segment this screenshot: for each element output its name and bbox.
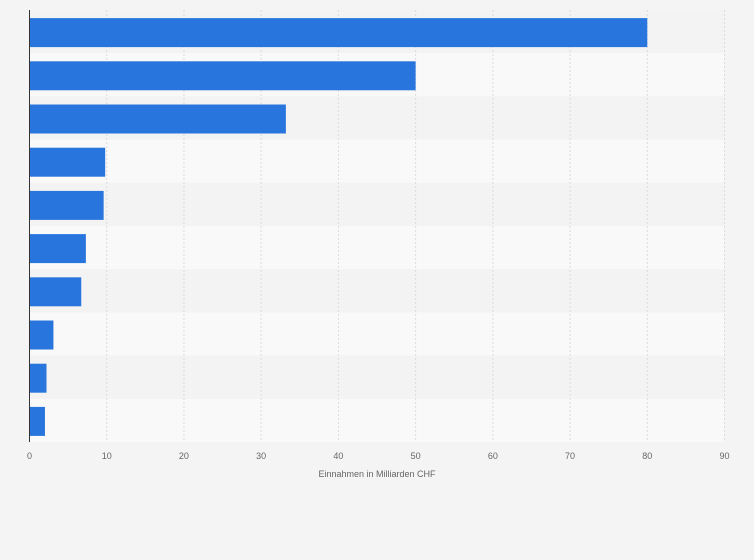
x-tick-label: 70 [565,451,575,461]
row-band [29,398,725,442]
x-tick-label: 30 [256,451,266,461]
row-band [29,139,725,183]
x-tick-label: 50 [411,451,421,461]
bar[interactable] [30,277,82,307]
bar[interactable] [30,363,47,393]
row-band [29,182,725,226]
bar[interactable] [30,61,416,91]
x-tick-label: 90 [719,451,729,461]
row-band [29,226,725,270]
x-tick-label: 20 [179,451,189,461]
x-tick-labels: 0 10 20 30 40 50 60 70 80 90 [27,451,730,461]
row-band [29,355,725,399]
bar[interactable] [30,190,104,220]
bar[interactable] [30,234,86,264]
bar[interactable] [30,320,54,350]
row-band [29,269,725,313]
bar[interactable] [30,147,106,177]
row-band [29,312,725,356]
x-tick-label: 60 [488,451,498,461]
x-tick-label: 10 [102,451,112,461]
x-tick-label: 0 [27,451,32,461]
bar[interactable] [30,406,45,436]
x-tick-label: 80 [642,451,652,461]
gridlines [106,10,725,442]
x-tick-label: 40 [333,451,343,461]
bar[interactable] [30,104,286,134]
row-bands [29,10,725,442]
bars [30,18,648,436]
x-axis-title: Einnahmen in Milliarden CHF [318,469,436,479]
bar[interactable] [30,18,648,48]
